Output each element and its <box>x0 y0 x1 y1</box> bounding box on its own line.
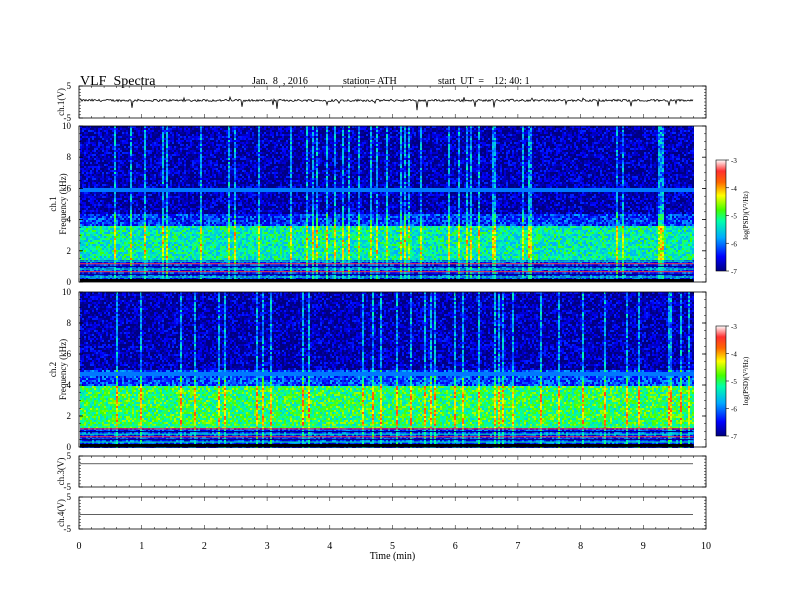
x-tick-label: 0 <box>77 541 82 552</box>
x-tick-label: 4 <box>327 541 332 552</box>
ch2-spectrogram-colorbar-tick-label: -7 <box>731 433 737 441</box>
ch2-spectrogram-colorbar-tick-label: -5 <box>731 378 737 386</box>
ch2-spectrogram-image <box>80 292 694 448</box>
ch2-spectrogram-ytick-label: 10 <box>62 287 72 297</box>
x-tick-label: 6 <box>453 541 458 552</box>
ch1-spectrogram-ylabel: ch.1Frequency (kHz) <box>48 173 68 234</box>
ch2-spectrogram-ytick-label: 2 <box>67 411 72 421</box>
ch1-waveform-frame <box>79 86 706 118</box>
ch1-spectrogram-image <box>80 126 694 282</box>
vlf-spectra-figure: 5-5ch.1(V)0246810ch.1Frequency (kHz)0246… <box>0 0 792 612</box>
ch1-waveform-trace <box>80 97 693 110</box>
x-tick-label: 7 <box>515 541 520 552</box>
ch1-spectrogram-colorbar-tick-label: -7 <box>731 268 737 276</box>
ch1-spectrogram-ytick-label: 0 <box>67 277 72 287</box>
ch1-spectrogram-colorbar-label: log(PSD)(V²/Hz) <box>742 191 750 240</box>
x-tick-label: 9 <box>641 541 646 552</box>
x-axis-label: Time (min) <box>370 551 415 562</box>
x-tick-label: 10 <box>701 541 711 552</box>
ch4-waveform-ytick-label: 5 <box>67 492 72 502</box>
ch1-waveform-ytick-label: 5 <box>67 81 72 91</box>
ch1-spectrogram-ytick-label: 8 <box>67 152 72 162</box>
ch2-spectrogram-colorbar-label: log(PSD)(V²/Hz) <box>742 356 750 405</box>
x-tick-label: 3 <box>265 541 270 552</box>
ch3-waveform-frame <box>79 456 706 487</box>
x-tick-label: 8 <box>578 541 583 552</box>
ch2-spectrogram-colorbar-tick-label: -6 <box>731 406 737 414</box>
x-tick-label: 2 <box>202 541 207 552</box>
ch2-spectrogram-colorbar-tick-label: -3 <box>731 323 737 331</box>
x-tick-label: 1 <box>139 541 144 552</box>
ch3-waveform-ytick-label: 5 <box>67 451 72 461</box>
ch4-waveform-frame <box>79 497 706 529</box>
ch4-waveform-ylabel: ch.4(V) <box>56 499 66 527</box>
ch1-waveform-ylabel: ch.1(V) <box>56 88 66 116</box>
ch1-spectrogram-ytick-label: 2 <box>67 246 72 256</box>
ch2-spectrogram-colorbar-tick-label: -4 <box>731 351 737 359</box>
ch1-spectrogram-colorbar-tick-label: -4 <box>731 185 737 193</box>
ch1-spectrogram-colorbar-tick-label: -6 <box>731 240 737 248</box>
ch2-spectrogram-colorbar <box>716 326 726 436</box>
ch2-spectrogram-ytick-label: 8 <box>67 318 72 328</box>
ch1-spectrogram-colorbar <box>716 160 726 271</box>
ch1-spectrogram-colorbar-tick-label: -3 <box>731 157 737 165</box>
ch2-spectrogram-ylabel: ch.2Frequency (kHz) <box>48 339 68 400</box>
ch1-spectrogram-ytick-label: 10 <box>62 121 72 131</box>
ch1-spectrogram-colorbar-tick-label: -5 <box>731 213 737 221</box>
ch3-waveform-ylabel: ch.3(V) <box>56 458 66 486</box>
